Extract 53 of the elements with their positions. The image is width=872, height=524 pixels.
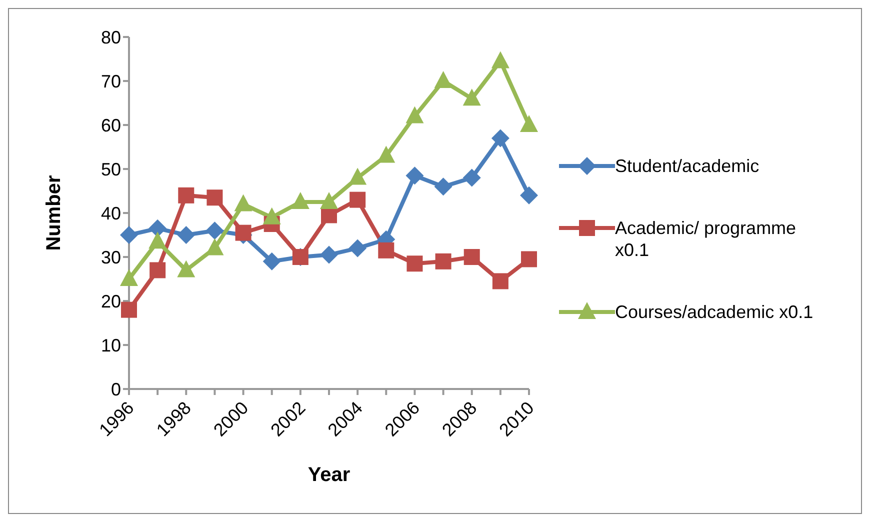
point: [492, 273, 508, 290]
point: [462, 168, 481, 187]
y-tick-label: 10: [100, 335, 121, 356]
point: [520, 115, 538, 132]
y-tick-label: 70: [100, 71, 121, 92]
y-tick-label: 60: [100, 115, 121, 136]
point: [491, 51, 510, 68]
y-tick-label: 0: [110, 379, 121, 400]
point: [178, 187, 194, 204]
point: [291, 192, 310, 209]
point: [348, 239, 367, 258]
point: [177, 226, 196, 244]
point: [406, 256, 423, 272]
point: [320, 246, 338, 264]
point: [406, 166, 424, 185]
y-tick-label: 80: [100, 27, 121, 48]
y-tick-label: 30: [100, 247, 121, 268]
point: [234, 194, 252, 212]
point: [434, 71, 452, 88]
point: [520, 186, 538, 204]
point: [150, 262, 166, 278]
point: [262, 207, 281, 224]
point: [434, 178, 452, 196]
x-axis-title: Year: [308, 464, 350, 486]
point: [121, 302, 137, 318]
point: [521, 251, 537, 268]
y-tick-label: 50: [100, 159, 121, 180]
point: [206, 190, 223, 206]
y-tick-label: 20: [100, 291, 121, 312]
legend-label: Academic/ programme x0.1: [615, 217, 798, 261]
point: [206, 238, 224, 256]
point: [120, 226, 138, 244]
point: [378, 242, 394, 258]
point: [348, 168, 367, 185]
point: [262, 252, 281, 270]
point: [435, 253, 452, 270]
point: [320, 192, 338, 209]
point: [206, 222, 224, 240]
point: [491, 129, 510, 148]
legend-label: Student/academic: [615, 155, 760, 177]
point: [235, 224, 252, 241]
point: [462, 88, 481, 106]
point: [377, 146, 396, 163]
legend-label: Courses/adcademic x0.1: [615, 301, 814, 323]
y-tick-label: 40: [100, 203, 121, 224]
point: [464, 249, 480, 265]
y-axis-title: Number: [43, 175, 66, 251]
point: [148, 232, 167, 249]
point: [350, 192, 366, 208]
point: [148, 219, 167, 238]
point: [177, 260, 196, 278]
point: [406, 106, 424, 124]
point: [120, 269, 138, 286]
